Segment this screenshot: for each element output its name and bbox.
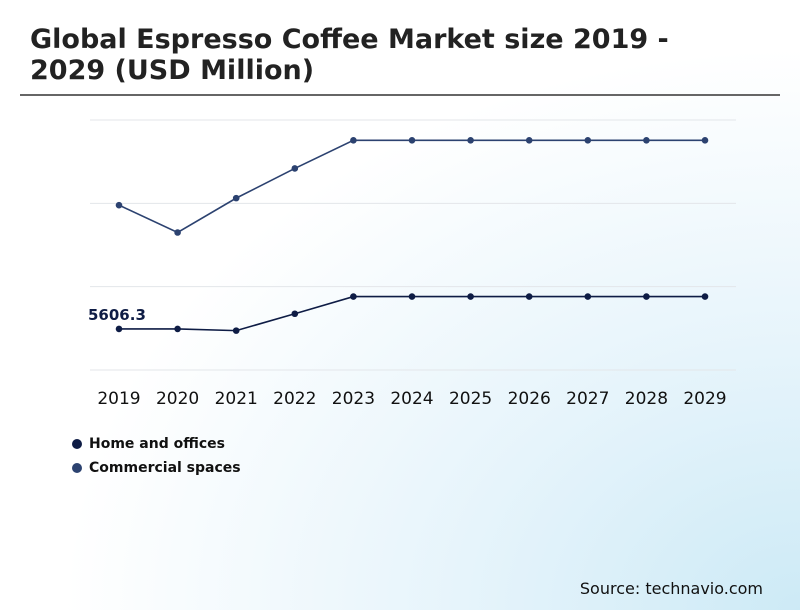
data-point-home-2023 xyxy=(350,293,357,300)
series-lines xyxy=(118,139,705,332)
data-point-home-2026 xyxy=(525,293,533,300)
data-label: 5606.3 xyxy=(88,306,146,324)
legend-item-commercial: Commercial spaces xyxy=(72,460,241,476)
data-point-commercial-2026 xyxy=(525,137,533,144)
legend-marker-commercial xyxy=(72,463,82,473)
x-tick-label: 2027 xyxy=(566,389,609,409)
legend-item-home: Home and offices xyxy=(72,436,225,452)
x-tick-label: 2022 xyxy=(273,389,316,409)
legend-marker-home xyxy=(72,439,82,449)
x-tick-label: 2024 xyxy=(390,389,433,409)
data-point-commercial-2020 xyxy=(174,229,181,236)
gridlines xyxy=(90,119,736,371)
data-point-commercial-2028 xyxy=(643,137,650,144)
x-tick-label: 2023 xyxy=(332,389,375,409)
source-note: Source: technavio.com xyxy=(579,579,763,598)
data-point-commercial-2021 xyxy=(232,194,240,202)
legend-label-commercial: Commercial spaces xyxy=(89,460,241,476)
x-tick-label: 2029 xyxy=(683,389,726,409)
x-tick-label: 2026 xyxy=(508,389,551,409)
title-divider xyxy=(20,94,780,96)
data-point-home-2019 xyxy=(115,325,123,333)
series-line-commercial xyxy=(118,139,705,234)
data-point-home-2027 xyxy=(584,293,592,300)
legend-label-home: Home and offices xyxy=(89,436,225,452)
data-point-commercial-2024 xyxy=(408,137,416,144)
x-tick-label: 2025 xyxy=(449,389,492,409)
data-point-home-2022 xyxy=(291,310,299,318)
x-tick-label: 2028 xyxy=(625,389,668,409)
data-point-home-2024 xyxy=(408,293,416,300)
x-tick-label: 2021 xyxy=(215,389,258,409)
x-tick-label: 2020 xyxy=(156,389,199,409)
data-points xyxy=(115,137,709,334)
x-axis-tick-labels: 2019 2020 2021 2022 2023 2024 2025 2026 2027 2028… xyxy=(97,389,726,409)
data-point-home-2028 xyxy=(643,293,650,300)
data-point-commercial-2019 xyxy=(115,201,123,209)
data-point-home-2025 xyxy=(467,293,474,300)
series-line-home xyxy=(119,295,705,332)
x-tick-label: 2019 xyxy=(97,389,140,409)
data-point-commercial-2027 xyxy=(584,137,592,144)
chart-title: Global Espresso Coffee Market size 2019 … xyxy=(30,24,669,86)
data-point-commercial-2029 xyxy=(701,137,709,144)
data-point-commercial-2022 xyxy=(291,165,299,172)
data-point-home-2029 xyxy=(701,293,709,300)
data-point-home-2020 xyxy=(174,325,181,333)
data-annotations: 5606.3 xyxy=(88,306,146,324)
line-chart: 2019 2020 2021 2022 2023 2024 2025 2026 2027 2028… xyxy=(88,119,736,409)
data-point-commercial-2025 xyxy=(467,137,474,144)
data-point-home-2021 xyxy=(232,327,240,334)
data-point-commercial-2023 xyxy=(350,137,357,144)
